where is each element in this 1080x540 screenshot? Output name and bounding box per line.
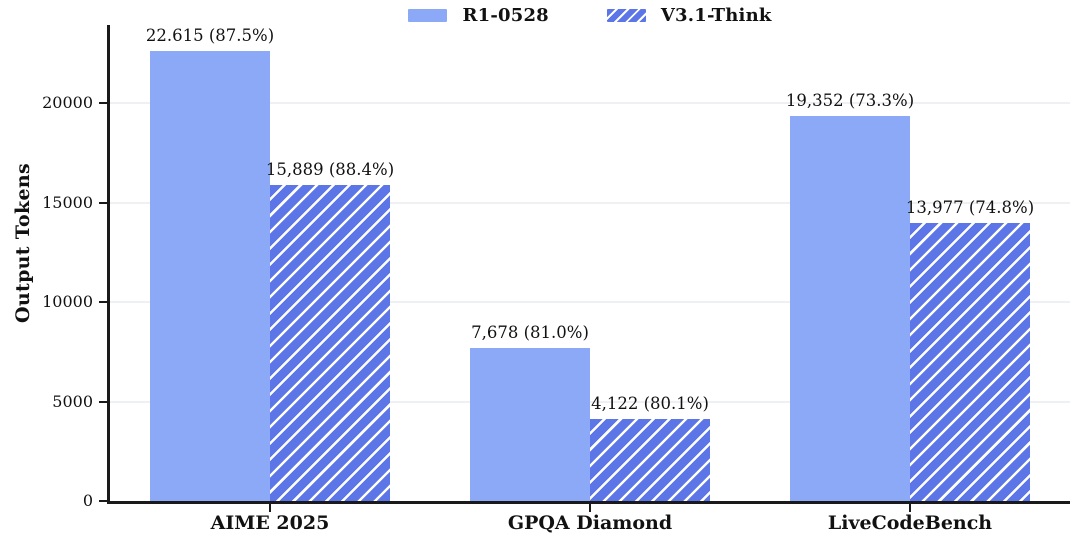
bar-r1-0528 <box>150 50 270 501</box>
x-tick <box>909 504 911 512</box>
y-tick-label: 15000 <box>42 192 93 212</box>
chart-legend: R1-0528 V3.1-Think <box>110 1 1070 29</box>
x-axis-line <box>107 501 1070 504</box>
bar-value-label: 22.615 (87.5%) <box>145 25 275 45</box>
y-tick <box>99 102 107 104</box>
y-tick-label: 10000 <box>42 292 93 311</box>
bar-value-label: 19,352 (73.3%) <box>785 90 915 110</box>
y-tick-label: 20000 <box>42 93 93 112</box>
y-tick <box>99 500 107 502</box>
gridline <box>110 301 1070 303</box>
y-tick <box>99 201 107 204</box>
legend-item-r1-0528: R1-0528 <box>408 4 549 26</box>
gridline <box>110 400 1070 403</box>
bar-value-label: 4,122 (80.1%) <box>591 393 709 413</box>
legend-label: V3.1-Think <box>660 4 772 26</box>
legend-swatch-hatched <box>606 8 646 22</box>
gridline <box>110 201 1070 204</box>
y-tick-label: 5000 <box>52 391 93 411</box>
legend-label: R1-0528 <box>462 4 549 26</box>
bar-value-label: 7,678 (81.0%) <box>471 323 589 343</box>
y-tick <box>99 400 107 403</box>
bar-value-label: 15,889 (88.4%) <box>265 159 395 179</box>
bar-v3.1-think <box>270 184 390 501</box>
x-tick-label: GPQA Diamond <box>507 512 673 534</box>
legend-item-v3.1-think: V3.1-Think <box>606 4 772 26</box>
bar-v3.1-think <box>590 418 710 501</box>
y-axis-line <box>107 25 110 504</box>
bar-r1-0528 <box>790 115 910 501</box>
y-tick <box>99 301 107 303</box>
bar-value-label: 13,977 (74.8%) <box>905 197 1035 217</box>
gridline <box>110 102 1070 104</box>
x-tick <box>269 504 271 512</box>
x-tick-label: LiveCodeBench <box>827 512 993 534</box>
x-tick-label: AIME 2025 <box>210 512 330 534</box>
bar-r1-0528 <box>470 348 590 501</box>
legend-swatch-solid <box>408 8 448 22</box>
x-tick <box>589 504 591 512</box>
y-tick-label: 0 <box>82 491 93 510</box>
bar-v3.1-think <box>910 222 1030 501</box>
